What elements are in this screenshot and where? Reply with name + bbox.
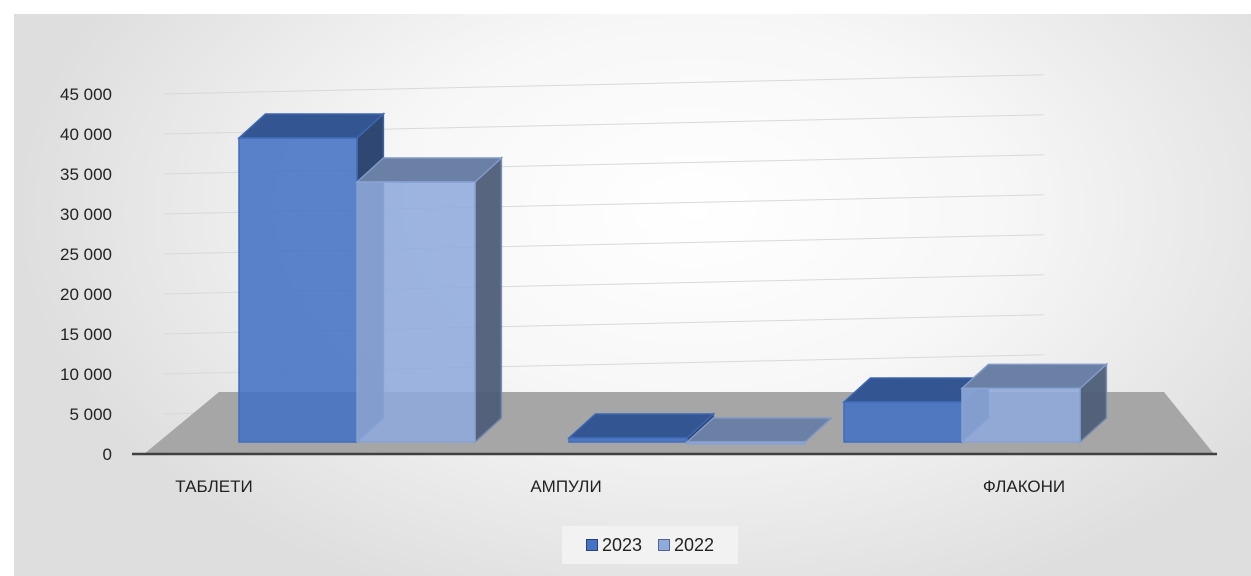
bar-front	[568, 437, 688, 443]
bar-top	[355, 157, 504, 183]
bar-top	[960, 363, 1109, 390]
y-axis-ticks: 0 5 000 10 000 15 000 20 000 25 000 30 000 35 0…	[60, 85, 112, 464]
bar-side	[474, 156, 503, 444]
y-tick-label: 45 000	[60, 85, 112, 104]
category-label: ТАБЛЕТИ	[175, 477, 252, 496]
legend-item: 2022	[658, 535, 714, 556]
bar-2022-0	[355, 156, 504, 444]
category-label: ФЛАКОНИ	[983, 477, 1065, 496]
bar-top	[567, 413, 716, 439]
legend-label: 2023	[601, 534, 642, 555]
y-tick-label: 30 000	[60, 205, 112, 224]
y-tick-label: 25 000	[60, 245, 112, 264]
bars	[237, 112, 1109, 445]
bar-front	[961, 387, 1081, 443]
legend-swatch	[658, 539, 670, 551]
bar-front	[238, 137, 358, 443]
bar-top	[237, 113, 386, 139]
y-tick-label: 0	[103, 445, 112, 464]
y-tick-label: 10 000	[60, 365, 112, 384]
y-tick-label: 40 000	[60, 125, 112, 144]
legend-label: 2022	[674, 534, 715, 555]
bar-chart: 0 5 000 10 000 15 000 20 000 25 000 30 000 35 0…	[60, 74, 1217, 496]
bar-2022-1	[685, 417, 834, 445]
bar-front	[356, 181, 476, 443]
bar-front	[843, 401, 963, 443]
category-label: АМПУЛИ	[530, 477, 601, 496]
bar-2022-2	[960, 362, 1109, 444]
y-tick-label: 5 000	[69, 405, 112, 424]
bar-2023-1	[567, 412, 716, 444]
y-tick-label: 15 000	[60, 325, 112, 344]
legend-swatch	[585, 539, 598, 551]
x-axis-categories: ТАБЛЕТИ АМПУЛИ ФЛАКОНИ	[175, 477, 1065, 496]
bar-top	[685, 417, 834, 443]
legend-item: 2023	[585, 534, 642, 556]
bar-front	[686, 441, 806, 445]
y-tick-label: 20 000	[60, 285, 112, 304]
y-tick-label: 35 000	[60, 165, 112, 184]
chart-area: 0 5 000 10 000 15 000 20 000 25 000 30 000 35 0…	[14, 14, 1251, 576]
gridline	[163, 74, 1045, 95]
legend: 2023 2022	[562, 526, 738, 564]
